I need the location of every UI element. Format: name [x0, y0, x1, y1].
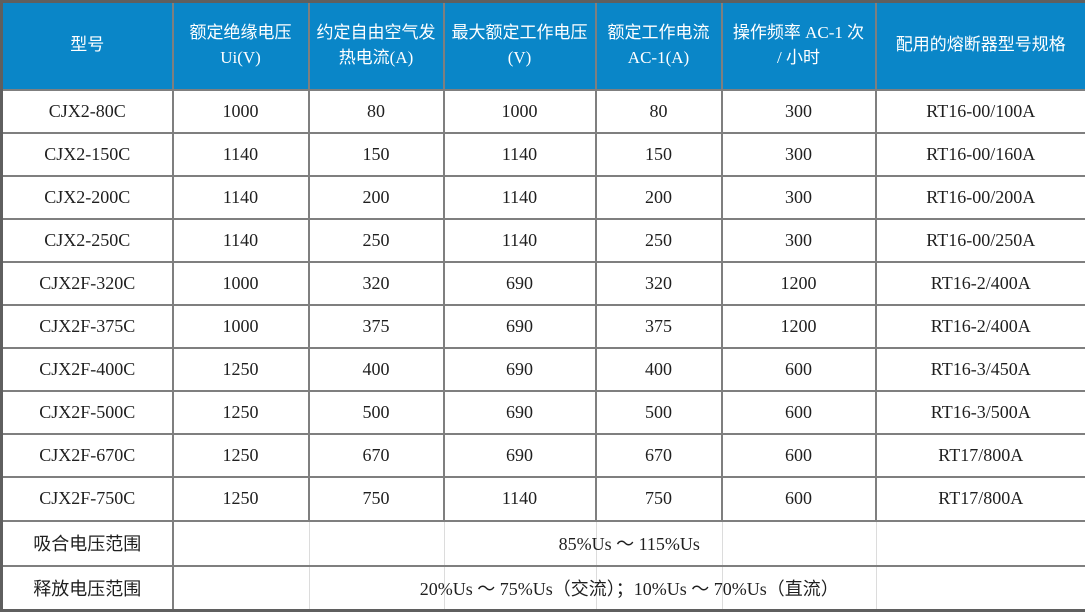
column-header-3: 最大额定工作电压(V): [442, 0, 597, 91]
table-row: CJX2F-375C 1000 375 690 375 1200 RT16-2/400A: [0, 303, 1085, 350]
value-cell: 1140: [442, 217, 597, 263]
table-row: CJX2-200C 1140 200 1140 200 300 RT16-00/200A: [0, 174, 1085, 220]
value-cell: 300: [720, 131, 877, 177]
value-cell: 300: [720, 88, 877, 134]
value-cell: RT17/800A: [874, 433, 1085, 479]
model-cell: CJX2F-500C: [0, 390, 174, 436]
value-cell: 250: [307, 217, 445, 263]
value-cell: RT16-3/450A: [874, 347, 1085, 393]
value-cell: 1140: [171, 174, 310, 220]
value-cell: 600: [720, 476, 877, 522]
value-cell: 1000: [171, 88, 310, 134]
value-cell: 200: [307, 174, 445, 220]
table-row: CJX2F-750C 1250 750 1140 750 600 RT17/800A: [0, 476, 1085, 522]
value-cell: 500: [307, 390, 445, 436]
value-cell: 400: [594, 347, 723, 393]
value-cell: 1140: [442, 476, 597, 522]
value-cell: 375: [307, 303, 445, 350]
model-cell: CJX2-150C: [0, 131, 174, 177]
table-row: CJX2-150C 1140 150 1140 150 300 RT16-00/160A: [0, 131, 1085, 177]
value-cell: 150: [307, 131, 445, 177]
value-cell: 670: [594, 433, 723, 479]
value-cell: 1000: [171, 303, 310, 350]
model-cell: CJX2F-320C: [0, 260, 174, 306]
value-cell: RT16-00/200A: [874, 174, 1085, 220]
value-cell: 600: [720, 390, 877, 436]
model-cell: CJX2-80C: [0, 88, 174, 134]
value-cell: 690: [442, 390, 597, 436]
value-cell: 320: [307, 260, 445, 306]
footer-row-release-voltage: 释放电压范围 20%Us ～ 75%Us（交流）；10%Us ～ 70%Us（直…: [0, 564, 1085, 612]
value-cell: 1000: [171, 260, 310, 306]
value-cell: 1250: [171, 347, 310, 393]
value-cell: 375: [594, 303, 723, 350]
table-body: CJX2-80C 1000 80 1000 80 300 RT16-00/100A CJX2-…: [0, 88, 1085, 522]
column-header-5: 操作频率 AC-1 次 / 小时: [720, 0, 877, 91]
model-cell: CJX2-250C: [0, 217, 174, 263]
release-voltage-label: 释放电压范围: [0, 564, 174, 612]
value-cell: 200: [594, 174, 723, 220]
value-cell: RT16-00/100A: [874, 88, 1085, 134]
table-row: CJX2-80C 1000 80 1000 80 300 RT16-00/100A: [0, 88, 1085, 134]
value-cell: 1140: [171, 217, 310, 263]
value-cell: 670: [307, 433, 445, 479]
table-row: CJX2F-670C 1250 670 690 670 600 RT17/800A: [0, 433, 1085, 479]
pickup-voltage-label: 吸合电压范围: [0, 519, 174, 567]
value-cell: 80: [307, 88, 445, 134]
value-cell: 1200: [720, 303, 877, 350]
model-cell: CJX2F-400C: [0, 347, 174, 393]
table-row: CJX2F-320C 1000 320 690 320 1200 RT16-2/400A: [0, 260, 1085, 306]
value-cell: 690: [442, 260, 597, 306]
value-cell: RT16-3/500A: [874, 390, 1085, 436]
value-cell: 320: [594, 260, 723, 306]
value-cell: 690: [442, 347, 597, 393]
column-header-4: 额定工作电流 AC-1(A): [594, 0, 723, 91]
value-cell: 690: [442, 433, 597, 479]
value-cell: 1250: [171, 476, 310, 522]
column-header-2: 约定自由空气发热电流(A): [307, 0, 445, 91]
value-cell: 300: [720, 217, 877, 263]
column-header-6: 配用的熔断器型号规格: [874, 0, 1085, 91]
value-cell: 600: [720, 347, 877, 393]
value-cell: 600: [720, 433, 877, 479]
value-cell: 1250: [171, 390, 310, 436]
footer-row-pickup-voltage: 吸合电压范围 85%Us ～ 115%Us: [0, 519, 1085, 567]
value-cell: 750: [594, 476, 723, 522]
table-row: CJX2F-500C 1250 500 690 500 600 RT16-3/500A: [0, 390, 1085, 436]
table-row: CJX2-250C 1140 250 1140 250 300 RT16-00/250A: [0, 217, 1085, 263]
value-cell: 400: [307, 347, 445, 393]
column-header-1: 额定绝缘电压 Ui(V): [171, 0, 310, 91]
value-cell: 1140: [442, 131, 597, 177]
value-cell: 500: [594, 390, 723, 436]
release-voltage-value: 20%Us ～ 75%Us（交流）；10%Us ～ 70%Us（直流）: [171, 564, 1085, 612]
value-cell: 1000: [442, 88, 597, 134]
table-row: CJX2F-400C 1250 400 690 400 600 RT16-3/450A: [0, 347, 1085, 393]
header-row: 型号 额定绝缘电压 Ui(V) 约定自由空气发热电流(A) 最大额定工作电压(V) 额定…: [0, 0, 1085, 91]
value-cell: 750: [307, 476, 445, 522]
value-cell: 690: [442, 303, 597, 350]
value-cell: RT16-00/250A: [874, 217, 1085, 263]
model-cell: CJX2-200C: [0, 174, 174, 220]
column-header-0: 型号: [0, 0, 174, 91]
value-cell: 1140: [442, 174, 597, 220]
value-cell: 1250: [171, 433, 310, 479]
pickup-voltage-value: 85%Us ～ 115%Us: [171, 519, 1085, 567]
value-cell: 1200: [720, 260, 877, 306]
value-cell: 300: [720, 174, 877, 220]
value-cell: 150: [594, 131, 723, 177]
value-cell: 1140: [171, 131, 310, 177]
model-cell: CJX2F-670C: [0, 433, 174, 479]
value-cell: RT16-2/400A: [874, 303, 1085, 350]
value-cell: 80: [594, 88, 723, 134]
value-cell: RT16-2/400A: [874, 260, 1085, 306]
model-cell: CJX2F-375C: [0, 303, 174, 350]
model-cell: CJX2F-750C: [0, 476, 174, 522]
value-cell: RT17/800A: [874, 476, 1085, 522]
value-cell: RT16-00/160A: [874, 131, 1085, 177]
value-cell: 250: [594, 217, 723, 263]
